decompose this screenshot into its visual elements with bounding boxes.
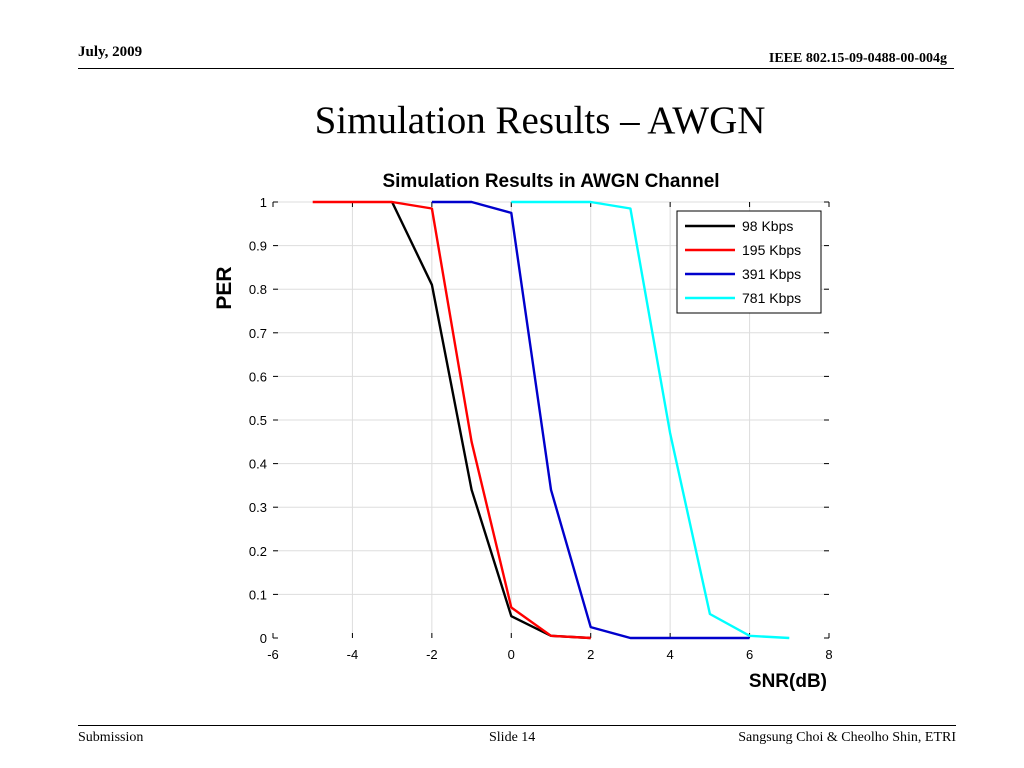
y-tick-label: 0.6 [249, 369, 267, 384]
y-tick-label: 0 [260, 631, 267, 646]
x-tick-label: -4 [347, 647, 359, 662]
x-tick-label: -2 [426, 647, 438, 662]
x-axis-label: SNR(dB) [749, 671, 827, 692]
legend-label: 781 Kbps [742, 290, 801, 306]
series-lines [312, 200, 790, 640]
legend-label: 391 Kbps [742, 266, 801, 282]
x-tick-label: 2 [587, 647, 594, 662]
header-date: July, 2009 [78, 44, 143, 60]
x-tick-label: 6 [746, 647, 753, 662]
y-tick-label: 0.4 [249, 457, 267, 472]
axis-ticks: 0 0.1 0.2 0.3 0.4 0.5 0.6 0.7 0.8 0.9 1 -6 -4 -2 0 2 4 6 8 [249, 195, 833, 662]
y-tick-label: 0.2 [249, 544, 267, 559]
legend-label: 98 Kbps [742, 218, 793, 234]
y-tick-label: 1 [260, 195, 267, 210]
y-tick-label: 0.3 [249, 500, 267, 515]
header-document-id: IEEE 802.15-09-0488-00-004g [768, 51, 947, 66]
y-tick-label: 0.1 [249, 587, 267, 602]
chart-title: Simulation Results in AWGN Channel [382, 171, 719, 192]
y-tick-label: 0.7 [249, 326, 267, 341]
x-tick-label: 8 [825, 647, 832, 662]
footer-slide-number: Slide 14 [489, 730, 536, 745]
footer-submission: Submission [78, 730, 144, 745]
x-tick-label: -6 [267, 647, 279, 662]
y-axis-label: PER [213, 266, 236, 309]
y-tick-label: 0.8 [249, 282, 267, 297]
header-divider [78, 68, 954, 69]
series-line-391-kbps [431, 200, 750, 640]
y-tick-label: 0.9 [249, 239, 267, 254]
y-tick-label: 0.5 [249, 413, 267, 428]
footer-authors: Sangsung Choi & Cheolho Shin, ETRI [738, 730, 956, 745]
series-line-781-kbps [511, 200, 790, 640]
x-tick-label: 0 [508, 647, 515, 662]
legend-box [676, 210, 822, 314]
footer-divider [78, 725, 956, 726]
slide-title: Simulation Results – AWGN [314, 99, 766, 142]
x-tick-label: 4 [667, 647, 674, 662]
legend-label: 195 Kbps [742, 242, 801, 258]
series-line-195-kbps [312, 200, 591, 640]
legend: 98 Kbps 195 Kbps 391 Kbps 781 Kbps [676, 210, 822, 314]
